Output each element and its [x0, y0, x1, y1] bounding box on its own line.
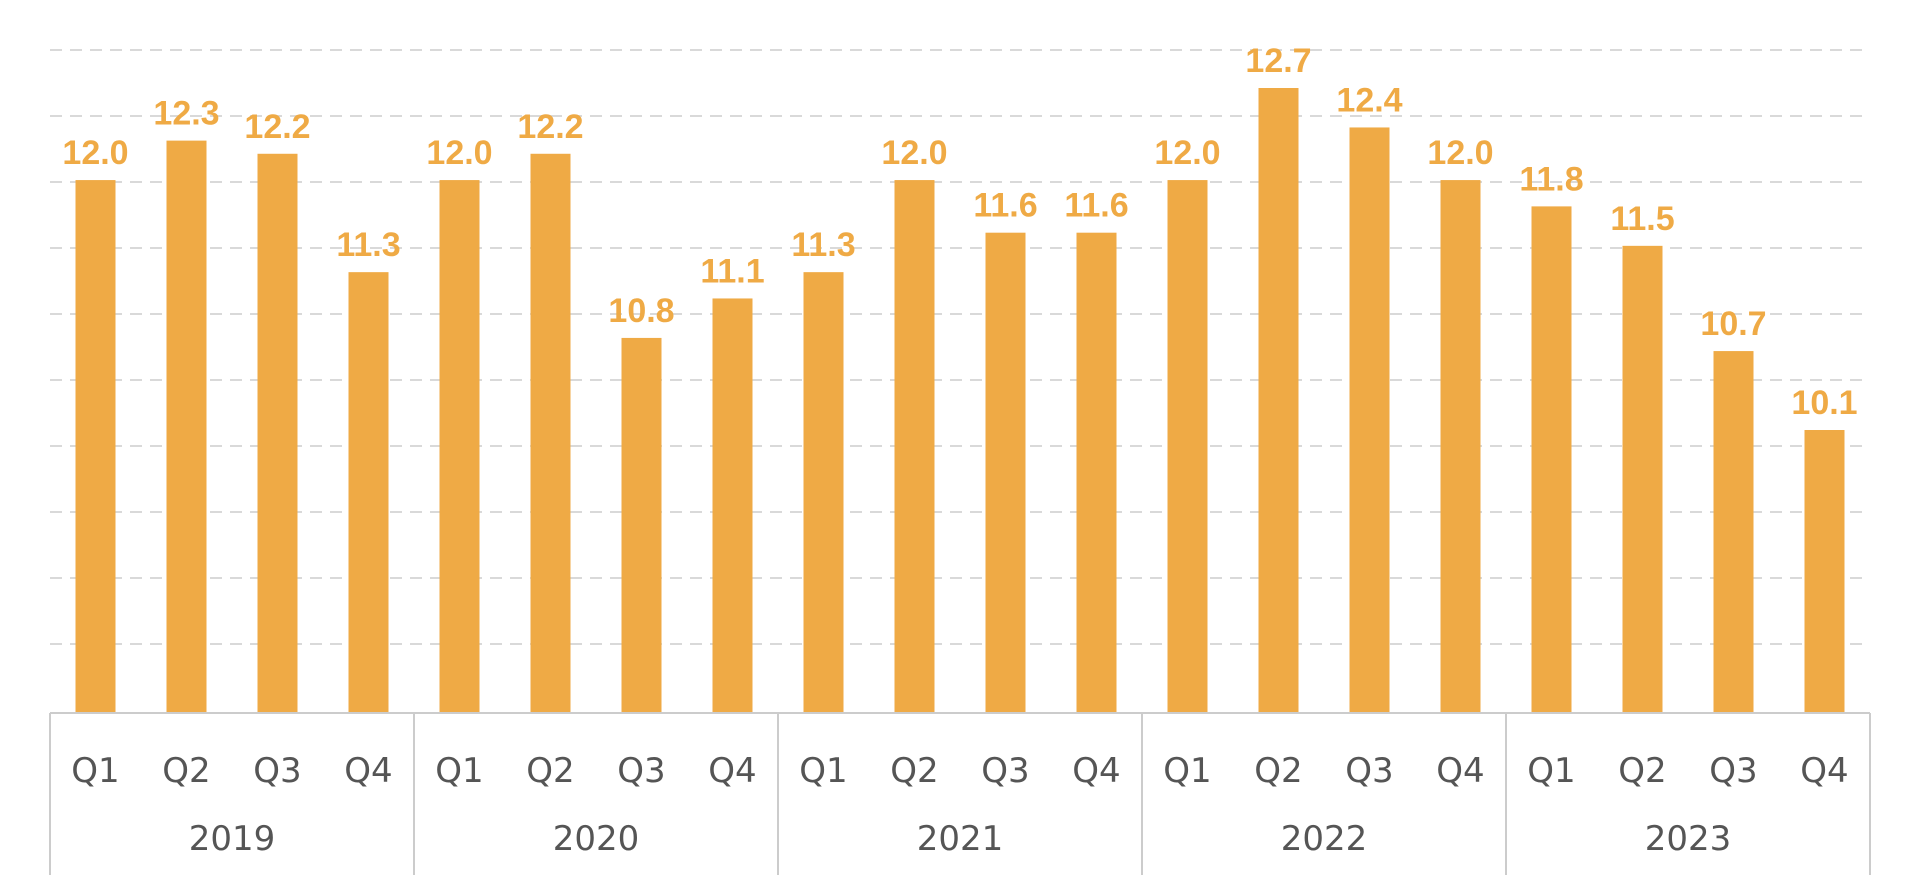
value-label: 12.0: [881, 134, 947, 172]
category-tick-label: Q2: [1618, 751, 1666, 791]
value-label: 11.3: [336, 226, 400, 264]
value-label: 11.6: [973, 187, 1037, 225]
bar: [1076, 232, 1117, 713]
bar: [712, 298, 753, 713]
category-tick-label: Q1: [799, 751, 847, 791]
value-label: 12.4: [1336, 81, 1402, 119]
bar: [1622, 245, 1663, 713]
bar: [1531, 206, 1572, 713]
bars: [75, 88, 1845, 714]
group-label: 2019: [189, 819, 276, 859]
bar: [1167, 180, 1208, 714]
category-tick-label: Q1: [435, 751, 483, 791]
value-label: 12.3: [153, 95, 219, 133]
value-label: 11.5: [1610, 200, 1674, 238]
category-tick-label: Q4: [708, 751, 756, 791]
value-label: 10.7: [1700, 305, 1766, 343]
bar: [985, 232, 1026, 713]
category-tick-label: Q4: [1436, 751, 1484, 791]
bar: [348, 272, 389, 713]
category-tick-label: Q2: [162, 751, 210, 791]
category-axis: Q1 Q2 Q3 Q4 2019 Q1 Q2 Q3 Q4 2020 Q1 Q2 Q3 Q4 2021 Q1 Q2…: [49, 712, 1871, 875]
category-tick-label: Q4: [1072, 751, 1120, 791]
value-label: 11.8: [1519, 160, 1583, 198]
category-tick-label: Q4: [1800, 751, 1848, 791]
category-tick-label: Q2: [526, 751, 574, 791]
gridlines: [50, 49, 1870, 645]
value-label: 10.8: [608, 292, 674, 330]
category-tick-label: Q3: [1709, 751, 1757, 791]
bar: [75, 180, 116, 714]
bar: [257, 153, 298, 713]
value-label: 12.7: [1245, 42, 1311, 80]
value-label: 10.1: [1791, 384, 1857, 422]
value-label: 11.3: [791, 226, 855, 264]
bar: [1440, 180, 1481, 714]
bar: [1713, 351, 1754, 713]
category-tick-label: Q1: [71, 751, 119, 791]
bar: [803, 272, 844, 713]
value-label: 12.0: [1154, 134, 1220, 172]
value-label: 12.0: [1427, 134, 1493, 172]
bar: [621, 337, 662, 713]
value-label: 12.0: [62, 134, 128, 172]
group-label: 2021: [917, 819, 1004, 859]
value-label: 12.2: [517, 108, 583, 146]
category-tick-label: Q2: [1254, 751, 1302, 791]
category-tick-label: Q3: [253, 751, 301, 791]
category-tick-label: Q3: [981, 751, 1029, 791]
group-label: 2023: [1645, 819, 1732, 859]
bar: [439, 180, 480, 714]
category-tick-label: Q1: [1527, 751, 1575, 791]
bar: [1258, 88, 1299, 713]
category-tick-label: Q3: [1345, 751, 1393, 791]
value-label: 12.2: [244, 108, 310, 146]
bar: [894, 180, 935, 714]
group-label: 2022: [1281, 819, 1368, 859]
group-label: 2020: [553, 819, 640, 859]
bar: [1349, 127, 1390, 713]
category-tick-label: Q4: [344, 751, 392, 791]
category-tick-label: Q2: [890, 751, 938, 791]
value-label: 11.1: [700, 252, 764, 290]
value-labels: 12.0 12.3 12.2 11.3 12.0 12.2 10.8 11.1 11.3 12.0…: [62, 42, 1857, 422]
value-label: 12.0: [426, 134, 492, 172]
category-tick-label: Q1: [1163, 751, 1211, 791]
value-label: 11.6: [1064, 187, 1128, 225]
bar: [1804, 430, 1845, 713]
category-tick-label: Q3: [617, 751, 665, 791]
bar: [166, 140, 207, 714]
bar: [530, 153, 571, 713]
